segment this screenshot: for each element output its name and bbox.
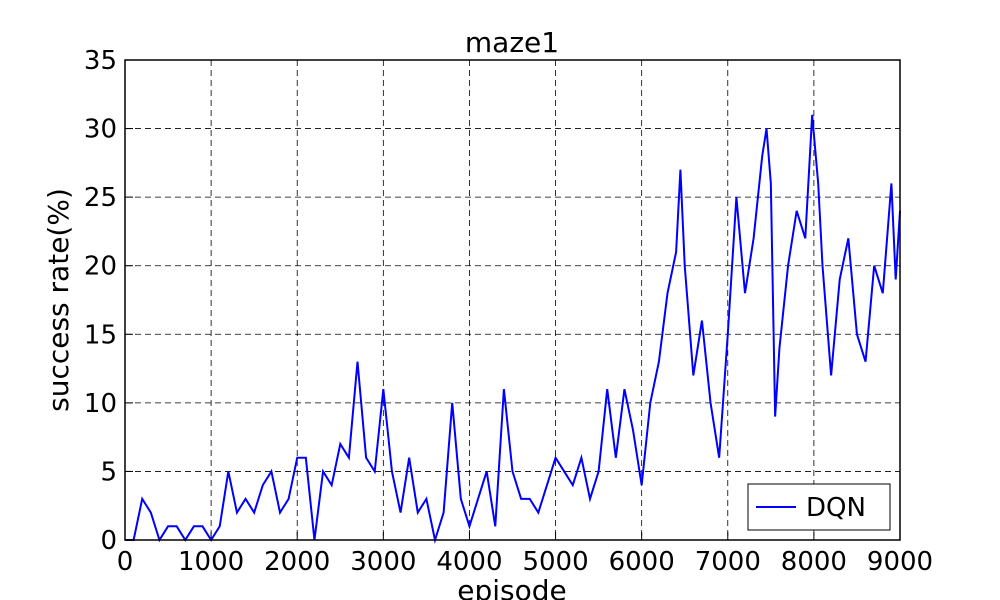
x-tick-label: 4000 <box>436 547 502 577</box>
x-tick-label: 5000 <box>522 547 588 577</box>
y-tick-label: 25 <box>84 183 117 213</box>
chart-title: maze1 <box>465 26 559 59</box>
y-axis-label: success rate(%) <box>42 188 75 412</box>
data-line <box>125 114 901 544</box>
y-tick-label: 15 <box>84 320 117 350</box>
x-tick-label: 9000 <box>867 547 933 577</box>
legend: DQN <box>747 483 891 531</box>
x-tick-label: 8000 <box>781 547 847 577</box>
x-tick-label: 7000 <box>695 547 761 577</box>
legend-label: DQN <box>806 493 866 523</box>
y-tick-label: 5 <box>100 457 117 487</box>
x-axis-label: episode <box>457 574 567 600</box>
x-tick-label: 0 <box>117 547 134 577</box>
y-tick-label: 0 <box>100 526 117 556</box>
plot-area <box>125 114 901 544</box>
y-tick-label: 30 <box>84 115 117 145</box>
y-tick-label: 10 <box>84 389 117 419</box>
y-tick-label: 20 <box>84 252 117 282</box>
axes-frame <box>124 59 901 541</box>
x-tick-label: 6000 <box>609 547 675 577</box>
x-tick-label: 3000 <box>350 547 416 577</box>
y-tick-label: 35 <box>84 46 117 76</box>
x-tick-label: 1000 <box>178 547 244 577</box>
x-tick-label: 2000 <box>264 547 330 577</box>
